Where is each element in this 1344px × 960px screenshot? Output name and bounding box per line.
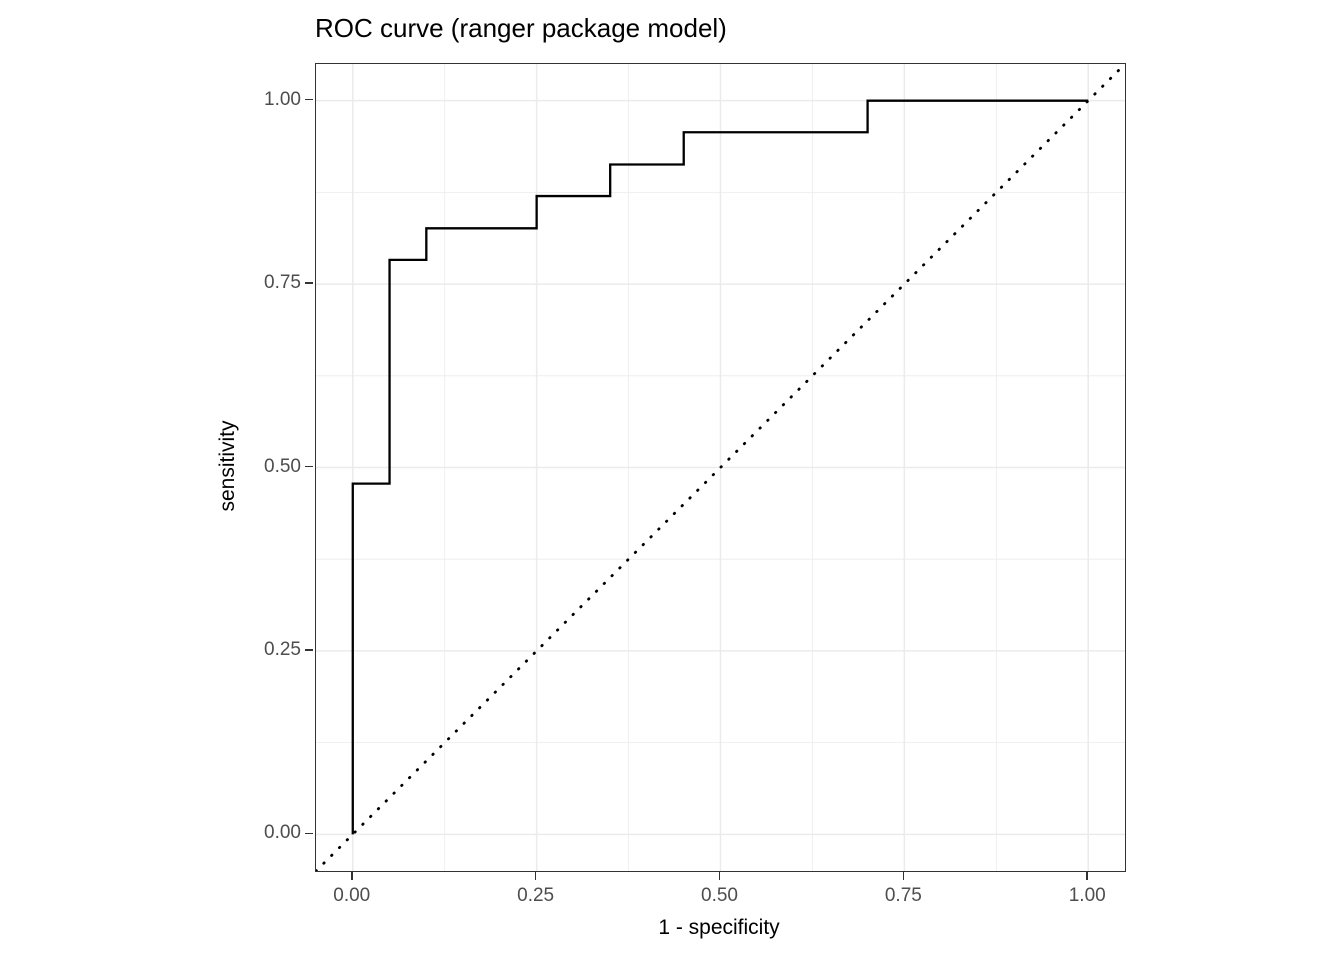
y-tick-mark [305,465,313,468]
x-tick-label: 0.75 [884,885,922,906]
x-tick-label: 0.00 [333,885,371,906]
y-tick-label: 0.00 [264,822,301,844]
y-tick-mark [305,98,313,101]
x-tick-mark [1086,872,1088,880]
y-tick-label: 1.00 [264,88,301,110]
chart-title: ROC curve (ranger package model) [315,13,727,43]
plot-canvas [316,64,1125,871]
y-tick-mark [305,282,313,284]
y-tick-mark [305,832,313,835]
plot-panel [315,63,1126,872]
x-tick-mark [902,872,905,880]
x-axis-title: 1 - specificity [658,916,780,939]
x-tick-mark [718,872,721,880]
y-tick-label: 0.25 [264,638,301,660]
x-tick-label: 0.25 [517,885,555,906]
x-tick-mark [534,872,537,880]
y-tick-mark [305,649,313,651]
x-tick-label: 1.00 [1068,885,1106,906]
y-tick-label: 0.75 [264,272,301,294]
chance-diagonal [316,64,1125,871]
x-tick-mark [351,872,353,880]
roc-curve [351,99,1089,835]
x-tick-label: 0.50 [701,885,738,906]
y-tick-label: 0.50 [264,455,301,477]
